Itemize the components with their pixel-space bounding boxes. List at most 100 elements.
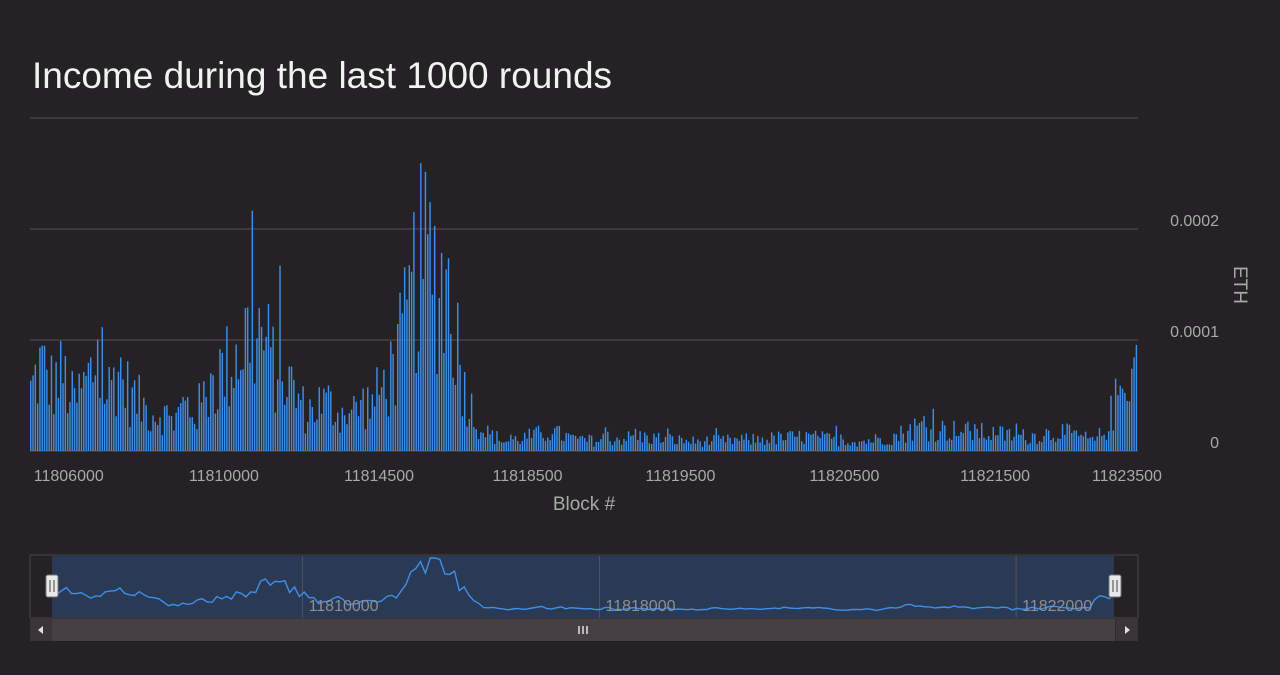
bar: [433, 225, 436, 451]
bar: [1022, 429, 1025, 451]
scrollbar[interactable]: [30, 619, 1138, 641]
bar: [235, 344, 237, 451]
bar: [521, 440, 524, 451]
bar: [881, 444, 884, 451]
x-axis: 11806000 11810000 11814500 11818500 11819500…: [34, 468, 1162, 485]
bar: [1006, 430, 1008, 451]
bar: [861, 441, 863, 451]
bar: [660, 442, 662, 451]
bar: [678, 435, 681, 451]
bar: [794, 436, 796, 451]
bar: [133, 380, 136, 451]
bar: [55, 362, 57, 451]
bar: [242, 369, 244, 451]
bar: [581, 435, 584, 451]
bar: [62, 383, 64, 451]
bar: [814, 430, 817, 451]
bar: [999, 426, 1001, 451]
bar: [189, 417, 191, 451]
bar: [694, 443, 697, 451]
bar: [637, 439, 639, 451]
bar: [193, 423, 196, 451]
bar: [64, 356, 67, 451]
bar: [547, 437, 549, 451]
navigator[interactable]: 11810000 11818000 11822000: [29, 554, 1139, 619]
bar: [205, 397, 207, 451]
bar: [844, 445, 847, 451]
bar: [1059, 438, 1061, 451]
bar: [620, 444, 623, 451]
bar: [60, 340, 62, 451]
bar: [791, 431, 794, 451]
bar: [572, 434, 574, 451]
navigator-right-handle[interactable]: [1108, 574, 1122, 598]
bar: [212, 375, 214, 451]
bar: [457, 302, 459, 451]
bar: [170, 416, 173, 451]
bar: [579, 436, 581, 451]
bar: [754, 442, 757, 451]
bar: [1036, 444, 1038, 451]
bar: [994, 435, 997, 451]
bar: [210, 373, 212, 451]
bar: [493, 444, 496, 451]
bar: [145, 405, 147, 451]
bar: [690, 443, 692, 451]
bar: [590, 435, 593, 451]
bar: [484, 437, 487, 451]
bar: [618, 439, 621, 451]
bar: [759, 442, 761, 451]
navigator-left-handle[interactable]: [45, 574, 59, 598]
bar: [318, 387, 320, 451]
y-axis-title: ETH: [1229, 266, 1250, 304]
bar: [182, 397, 184, 451]
bar: [840, 434, 842, 451]
bar: [907, 430, 909, 451]
bar: [886, 444, 888, 451]
bar: [563, 441, 565, 451]
bar: [401, 313, 404, 451]
bar: [551, 434, 554, 451]
bar: [757, 435, 759, 451]
bar: [768, 442, 771, 451]
bar: [558, 425, 561, 451]
bar: [685, 439, 687, 451]
bar: [987, 436, 990, 451]
bar: [600, 439, 602, 451]
bar: [720, 438, 722, 451]
bar: [1073, 430, 1075, 451]
bar: [203, 381, 205, 451]
bar: [1133, 357, 1135, 451]
bar: [731, 444, 734, 451]
bar: [1124, 392, 1126, 451]
bar: [897, 441, 900, 451]
bar: [1071, 432, 1073, 451]
bar: [334, 421, 337, 451]
bar: [184, 400, 187, 451]
bar: [526, 438, 528, 451]
bar: [129, 427, 131, 451]
bar: [925, 427, 928, 451]
bar: [727, 434, 729, 451]
bar: [706, 436, 708, 451]
bar: [353, 396, 355, 451]
bar: [383, 369, 385, 451]
bar: [683, 443, 685, 451]
bar: [542, 437, 544, 451]
bar: [436, 373, 438, 451]
bar: [36, 403, 39, 451]
bar: [540, 432, 542, 451]
bar: [80, 388, 83, 451]
bar: [697, 439, 699, 451]
bar: [117, 371, 120, 451]
bar: [343, 415, 346, 451]
bar: [1096, 436, 1098, 451]
bar: [630, 435, 632, 451]
bar: [1038, 441, 1041, 451]
bar: [1121, 388, 1124, 451]
bar: [717, 435, 720, 451]
bar: [884, 445, 886, 451]
navigator-label: 11818000: [606, 598, 676, 615]
bar: [893, 433, 895, 451]
bar: [348, 413, 350, 451]
